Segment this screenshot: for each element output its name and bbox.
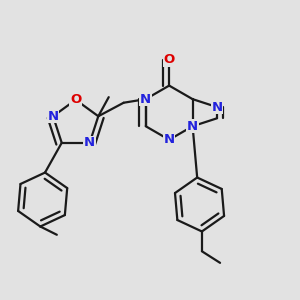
Text: N: N: [164, 133, 175, 146]
Text: O: O: [70, 93, 81, 106]
Text: N: N: [212, 100, 223, 114]
Text: N: N: [84, 136, 95, 149]
Text: O: O: [164, 53, 175, 66]
Text: N: N: [140, 93, 151, 106]
Text: N: N: [47, 110, 58, 123]
Text: N: N: [187, 120, 198, 133]
